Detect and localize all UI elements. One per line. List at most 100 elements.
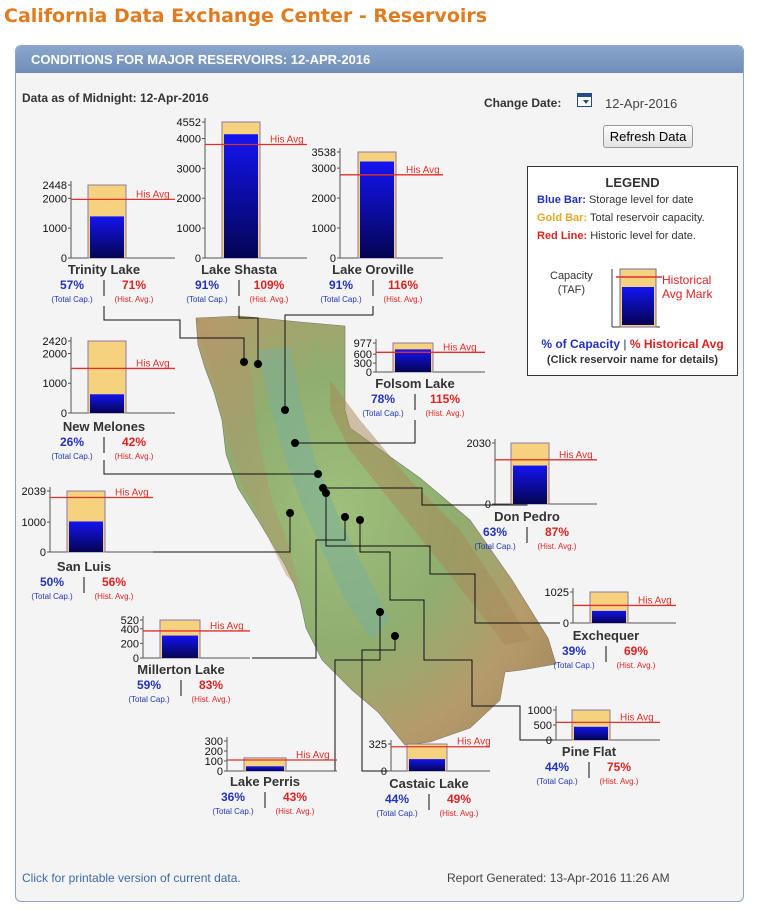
reservoir-name-link[interactable]: San Luis: [57, 559, 111, 574]
y-tick-label: 0: [133, 653, 139, 665]
total-cap-caption: (Total Cap.): [51, 295, 93, 304]
y-tick-label: 0: [366, 367, 372, 379]
legend-hist-line1: Historical: [662, 273, 712, 287]
y-tick-label: 200: [121, 638, 139, 650]
y-tick-label: 3000: [177, 163, 201, 175]
y-tick-label: 400: [121, 624, 139, 636]
hist-avg-caption: (Hist. Avg.): [600, 777, 639, 786]
reservoir-location-dot: [286, 509, 294, 517]
legend-separator: |: [623, 337, 627, 351]
y-tick-label: 1000: [312, 223, 336, 235]
reservoir-location-dot: [254, 360, 262, 368]
connector-line: [334, 612, 381, 771]
pct-capacity: 36%: [221, 790, 245, 804]
connector-line: [103, 306, 245, 362]
reservoir-name-link[interactable]: Millerton Lake: [137, 662, 224, 677]
storage-bar: [90, 216, 124, 258]
hist-avg-label: His Avg: [638, 595, 672, 606]
reservoir-name-link[interactable]: Trinity Lake: [68, 262, 140, 277]
y-tick-label: 200: [205, 746, 223, 758]
y-tick-label: 2000: [43, 193, 67, 205]
y-tick-label: 2420: [43, 336, 67, 348]
y-tick-label: 1000: [43, 223, 67, 235]
legend: LEGEND Blue Bar: Storage level for date …: [527, 166, 738, 376]
legend-pct-capacity: % of Capacity: [541, 337, 621, 351]
reservoir-name-link[interactable]: Lake Shasta: [201, 262, 278, 277]
hist-avg-caption: (Hist. Avg.): [192, 695, 231, 704]
storage-bar: [574, 726, 608, 740]
hist-avg-label: His Avg: [136, 358, 170, 369]
total-cap-caption: (Total Cap.): [320, 295, 362, 304]
y-tick-label: 600: [354, 349, 372, 361]
storage-bar: [224, 134, 258, 258]
printable-version-link[interactable]: Click for printable version of current d…: [22, 871, 241, 885]
y-tick-label: 0: [195, 253, 201, 265]
hist-avg-caption: (Hist. Avg.): [95, 592, 134, 601]
total-cap-caption: (Total Cap.): [474, 542, 516, 551]
connector-line: [359, 520, 590, 741]
y-tick-label: 325: [369, 739, 387, 751]
pct-capacity: 57%: [60, 278, 84, 292]
reservoir-location-dot: [240, 358, 248, 366]
total-cap-caption: (Total Cap.): [362, 409, 404, 418]
total-cap-caption: (Total Cap.): [51, 452, 93, 461]
hist-avg-caption: (Hist. Avg.): [276, 807, 315, 816]
pct-hist-avg: 69%: [624, 644, 648, 658]
hist-avg-label: His Avg: [457, 737, 491, 748]
hist-avg-caption: (Hist. Avg.): [440, 809, 479, 818]
pct-capacity: 91%: [329, 278, 353, 292]
y-tick-label: 2030: [467, 438, 491, 450]
legend-pct-hist: % Historical Avg: [629, 337, 724, 351]
pct-capacity: 39%: [562, 644, 586, 658]
pct-capacity: 78%: [371, 392, 395, 406]
y-tick-label: 520: [121, 615, 139, 627]
calendar-icon[interactable]: [577, 93, 592, 107]
y-tick-label: 0: [563, 618, 569, 630]
pct-capacity: 44%: [545, 760, 569, 774]
reservoir-lake-oroville: 3538 3000 2000 1000 0 His Avg Lake Oroville91%…: [312, 147, 443, 304]
total-cap-caption: (Total Cap.): [376, 809, 418, 818]
change-date-value[interactable]: 12-Apr-2016: [605, 96, 678, 111]
report-generated: Report Generated: 13-Apr-2016 11:26 AM: [447, 871, 670, 885]
hist-avg-label: His Avg: [620, 712, 654, 723]
reservoir-name-link[interactable]: Folsom Lake: [375, 376, 454, 391]
reservoir-name-link[interactable]: Pine Flat: [562, 744, 617, 759]
reservoir-name-link[interactable]: Lake Oroville: [332, 262, 414, 277]
reservoir-location-dot: [356, 516, 364, 524]
reservoir-name-link[interactable]: Castaic Lake: [389, 776, 469, 791]
total-cap-caption: (Total Cap.): [186, 295, 228, 304]
y-tick-label: 2000: [312, 193, 336, 205]
refresh-data-button[interactable]: Refresh Data: [603, 125, 693, 148]
legend-gold-text: Total reservoir capacity.: [589, 212, 705, 224]
hist-avg-label: His Avg: [115, 488, 149, 499]
y-tick-label: 0: [61, 253, 67, 265]
reservoir-location-dot: [341, 513, 349, 521]
legend-capacity-unit: (TAF): [557, 284, 586, 296]
legend-capacity-label: Capacity (TAF): [550, 269, 593, 297]
legend-click-note: (Click reservoir name for details): [546, 354, 719, 366]
storage-bar: [513, 465, 547, 504]
connector-line: [151, 513, 291, 553]
hist-avg-caption: (Hist. Avg.): [384, 295, 423, 304]
reservoir-name-link[interactable]: Don Pedro: [494, 509, 560, 524]
hist-avg-caption: (Hist. Avg.): [115, 295, 154, 304]
hist-avg-caption: (Hist. Avg.): [115, 452, 154, 461]
y-tick-label: 0: [330, 253, 336, 265]
y-tick-label: 0: [40, 547, 46, 559]
reservoir-name-link[interactable]: Exchequer: [573, 628, 639, 643]
reservoir-name-link[interactable]: New Melones: [63, 419, 145, 434]
pct-capacity: 26%: [60, 435, 84, 449]
reservoir-location-dot: [322, 489, 330, 497]
legend-hist-mark: Historical Avg Mark: [662, 273, 712, 301]
reservoir-name-link[interactable]: Lake Perris: [230, 774, 300, 789]
pct-hist-avg: 75%: [607, 760, 631, 774]
coast-range-shading: [200, 330, 300, 590]
y-tick-label: 1000: [177, 223, 201, 235]
hist-avg-label: His Avg: [210, 621, 244, 632]
sierra-shading: [330, 380, 530, 645]
y-tick-label: 4552: [177, 117, 201, 129]
